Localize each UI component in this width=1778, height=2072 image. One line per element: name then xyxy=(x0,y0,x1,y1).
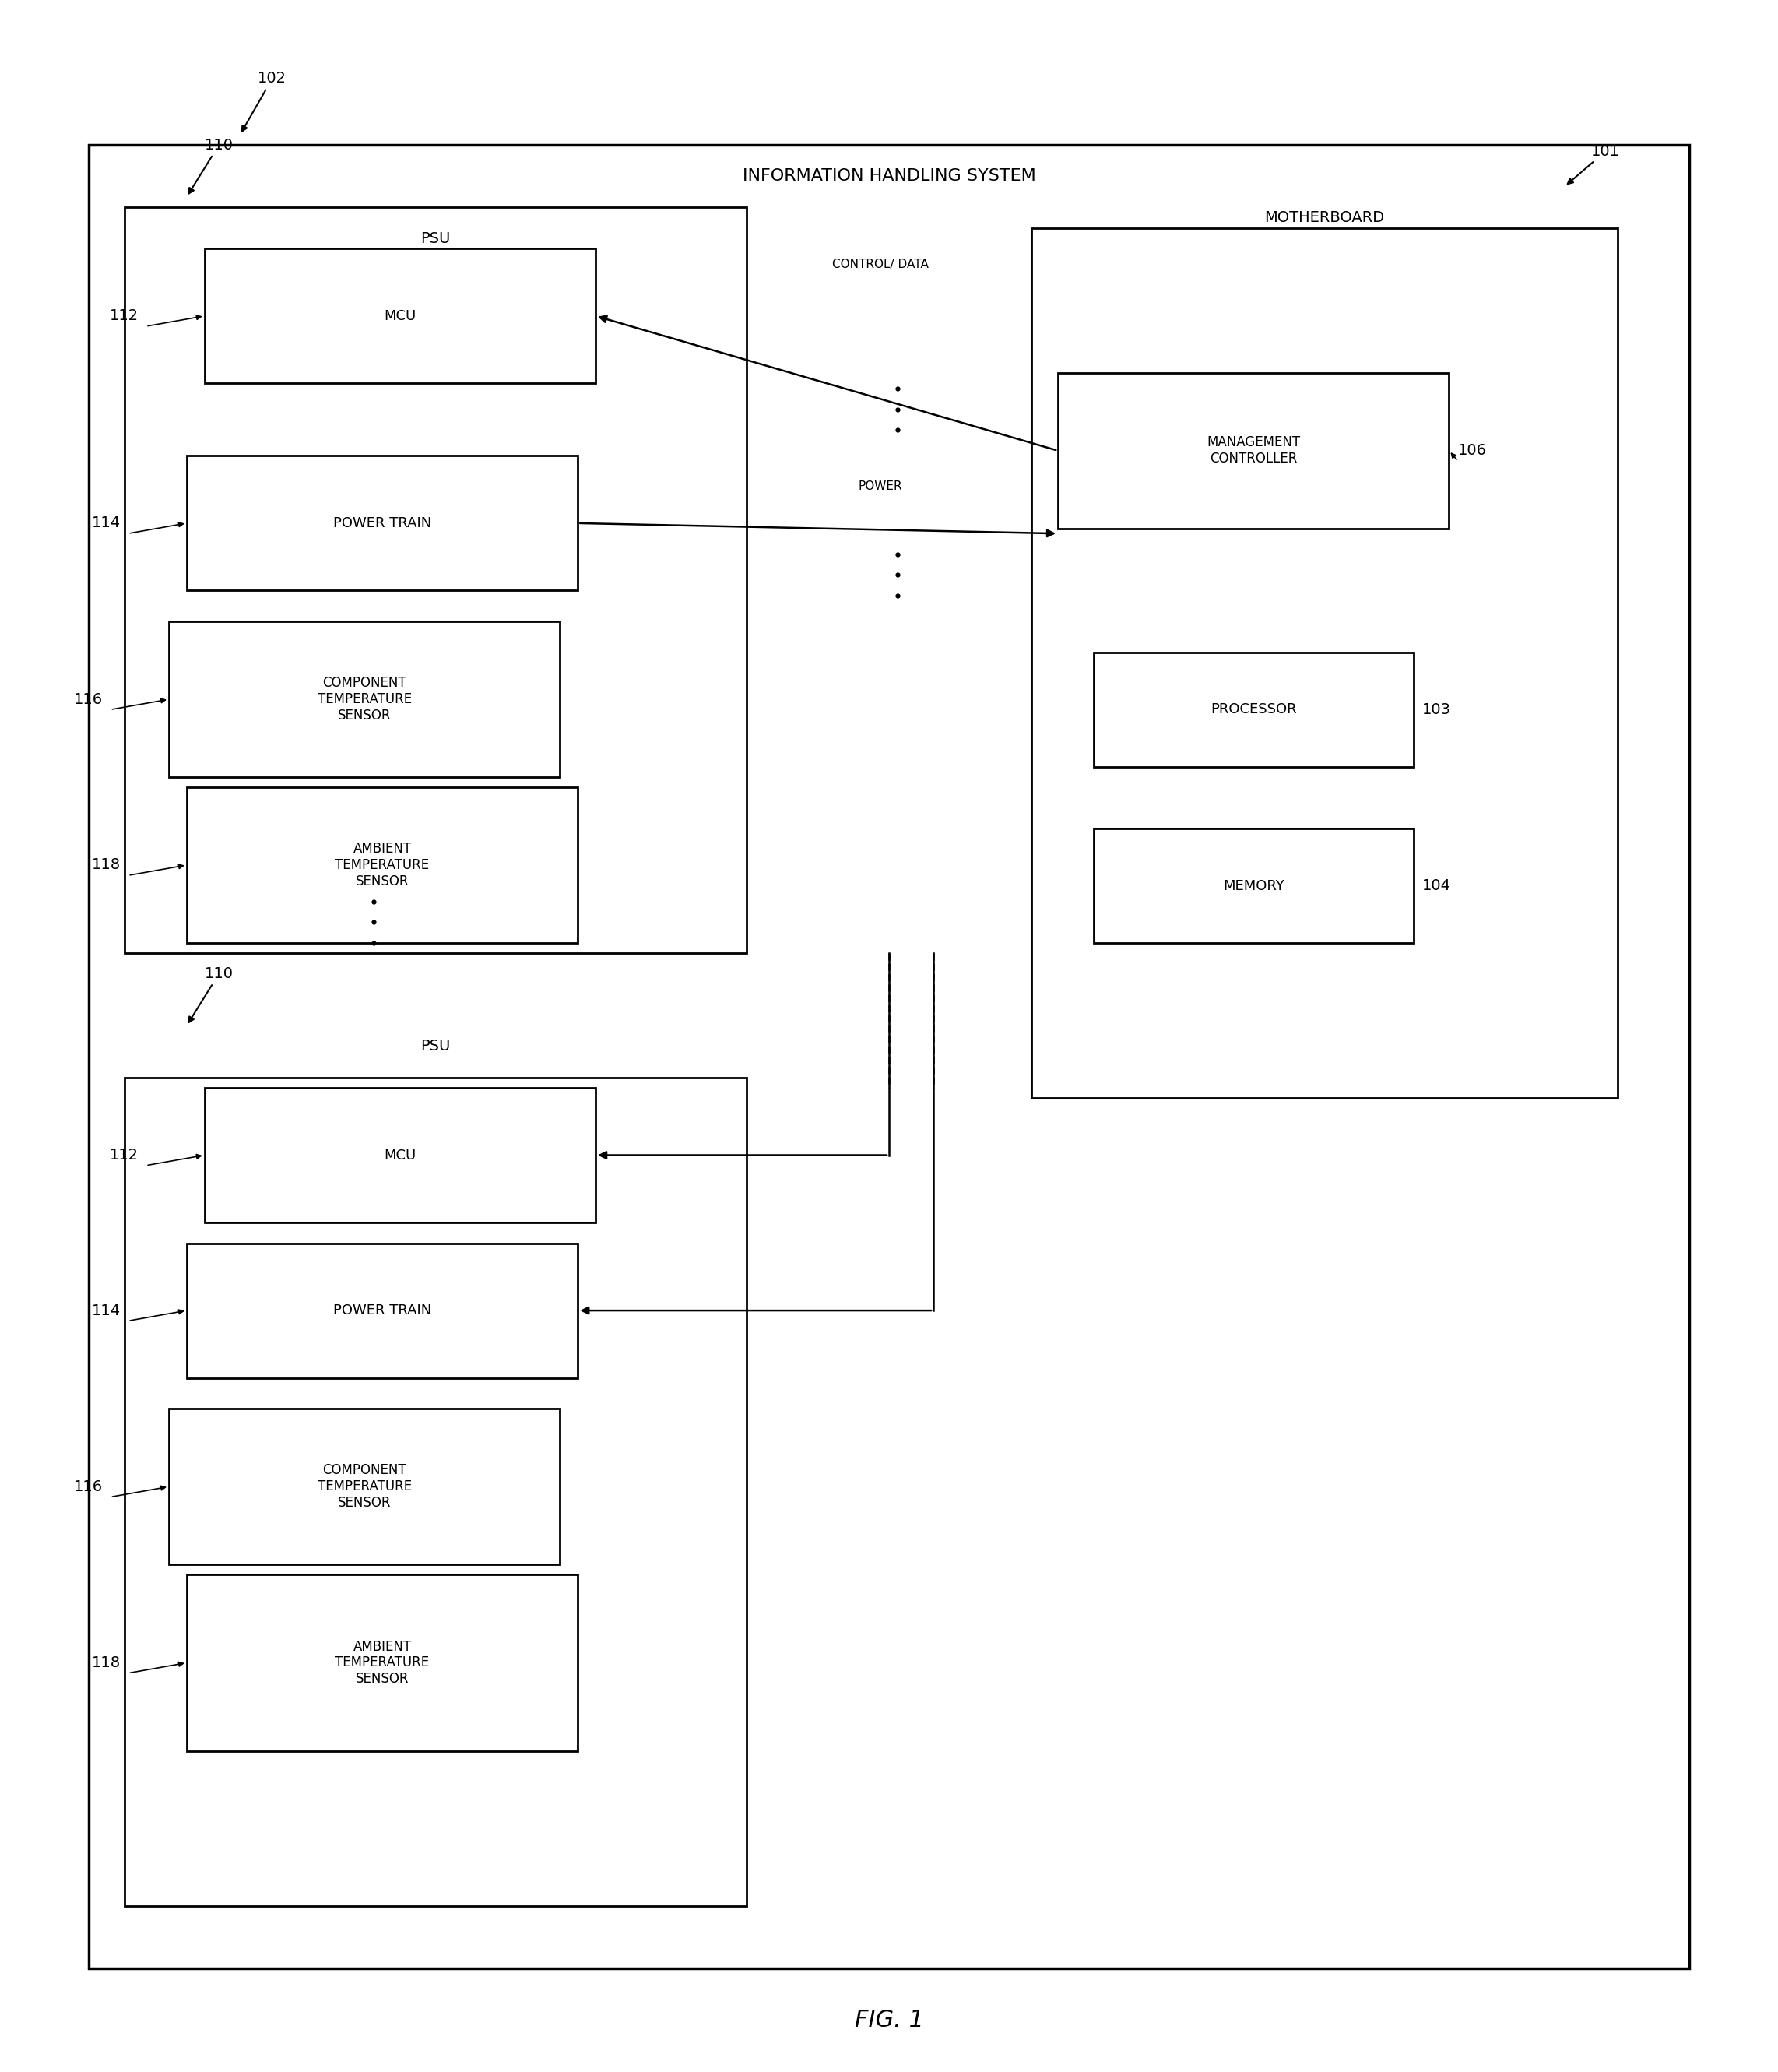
Text: POWER TRAIN: POWER TRAIN xyxy=(332,1303,432,1318)
Text: 102: 102 xyxy=(242,70,286,131)
Text: 114: 114 xyxy=(92,516,121,530)
Text: 118: 118 xyxy=(92,858,121,872)
Text: MEMORY: MEMORY xyxy=(1223,879,1284,893)
Text: MOTHERBOARD: MOTHERBOARD xyxy=(1264,209,1385,226)
Text: 104: 104 xyxy=(1422,879,1451,893)
Text: 112: 112 xyxy=(110,309,139,323)
FancyBboxPatch shape xyxy=(169,622,560,777)
FancyBboxPatch shape xyxy=(204,1088,596,1222)
FancyBboxPatch shape xyxy=(124,207,747,953)
Text: POWER TRAIN: POWER TRAIN xyxy=(332,516,432,530)
FancyBboxPatch shape xyxy=(1058,373,1449,528)
Text: 114: 114 xyxy=(92,1303,121,1318)
Text: 106: 106 xyxy=(1458,443,1486,458)
Text: AMBIENT
TEMPERATURE
SENSOR: AMBIENT TEMPERATURE SENSOR xyxy=(334,1639,430,1687)
FancyBboxPatch shape xyxy=(124,1077,747,1906)
Text: MANAGEMENT
CONTROLLER: MANAGEMENT CONTROLLER xyxy=(1207,435,1300,466)
Text: MCU: MCU xyxy=(384,309,416,323)
FancyBboxPatch shape xyxy=(187,1243,578,1378)
FancyBboxPatch shape xyxy=(89,145,1689,1968)
FancyBboxPatch shape xyxy=(169,1409,560,1564)
Text: 110: 110 xyxy=(188,966,233,1021)
FancyBboxPatch shape xyxy=(187,456,578,591)
Text: POWER: POWER xyxy=(859,481,901,491)
Text: 116: 116 xyxy=(75,1479,103,1494)
Text: CONTROL/ DATA: CONTROL/ DATA xyxy=(832,259,928,269)
Text: 112: 112 xyxy=(110,1148,139,1162)
Text: INFORMATION HANDLING SYSTEM: INFORMATION HANDLING SYSTEM xyxy=(743,168,1035,184)
Text: COMPONENT
TEMPERATURE
SENSOR: COMPONENT TEMPERATURE SENSOR xyxy=(316,675,412,723)
FancyBboxPatch shape xyxy=(204,249,596,383)
Text: 101: 101 xyxy=(1568,143,1620,184)
Text: 118: 118 xyxy=(92,1656,121,1670)
FancyBboxPatch shape xyxy=(1093,829,1414,943)
Text: PROCESSOR: PROCESSOR xyxy=(1211,702,1296,717)
Text: AMBIENT
TEMPERATURE
SENSOR: AMBIENT TEMPERATURE SENSOR xyxy=(334,841,430,889)
FancyBboxPatch shape xyxy=(187,1575,578,1751)
Text: PSU: PSU xyxy=(421,230,450,247)
Text: 116: 116 xyxy=(75,692,103,707)
FancyBboxPatch shape xyxy=(187,787,578,943)
Text: FIG. 1: FIG. 1 xyxy=(855,2010,923,2031)
Text: COMPONENT
TEMPERATURE
SENSOR: COMPONENT TEMPERATURE SENSOR xyxy=(316,1463,412,1510)
Text: MCU: MCU xyxy=(384,1148,416,1162)
Text: 110: 110 xyxy=(188,137,233,193)
Text: 103: 103 xyxy=(1422,702,1451,717)
FancyBboxPatch shape xyxy=(1093,653,1414,767)
FancyBboxPatch shape xyxy=(1031,228,1618,1098)
Text: PSU: PSU xyxy=(421,1038,450,1055)
